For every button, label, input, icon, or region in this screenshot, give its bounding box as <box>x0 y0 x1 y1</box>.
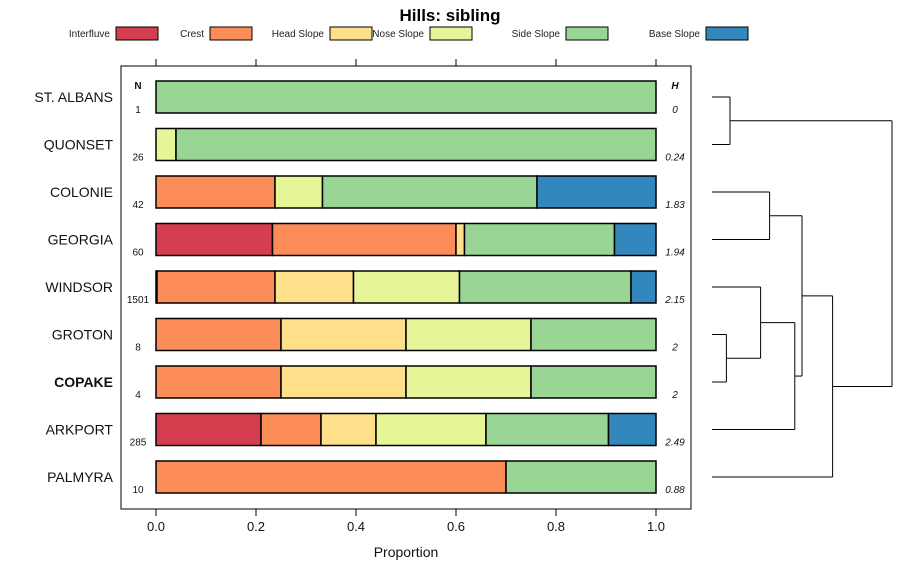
x-tick-label: 0.0 <box>147 519 165 534</box>
legend-swatch <box>565 26 609 41</box>
bar-row: COPAKE 4 2 <box>54 365 678 401</box>
bar-segment-side-slope <box>530 317 657 352</box>
h-value: 2 <box>671 390 678 401</box>
legend-label: Base Slope <box>649 29 701 40</box>
legend-swatch <box>209 26 253 41</box>
bar-segment-crest <box>155 175 276 209</box>
legend-label: Interfluve <box>69 29 111 40</box>
legend-swatch <box>115 26 159 41</box>
h-value: 2.15 <box>664 295 685 306</box>
bar-segment-nose-slope <box>155 127 177 162</box>
bar-segment-side-slope <box>175 127 657 162</box>
bar-segment-base-slope <box>536 175 657 209</box>
n-value: 8 <box>135 343 141 354</box>
bar-segment-side-slope <box>530 365 657 399</box>
bar-row: WINDSOR 1501 2.15 <box>45 270 685 306</box>
n-value: 10 <box>132 485 144 496</box>
legend-swatch <box>329 26 373 41</box>
bar-segment-crest <box>260 412 322 447</box>
bar-segment-side-slope <box>485 412 610 447</box>
row-label: COPAKE <box>54 374 113 390</box>
bar-segment-side-slope <box>463 222 616 257</box>
bar-segment-nose-slope <box>405 317 532 352</box>
bar-row: GEORGIA 60 1.94 <box>48 222 685 259</box>
row-label: PALMYRA <box>47 469 114 485</box>
bar-segment-side-slope <box>155 80 657 114</box>
bar-row: COLONIE 42 1.83 <box>50 175 685 211</box>
n-value: 4 <box>135 390 141 401</box>
h-value: 1.83 <box>665 200 685 211</box>
bar-segment-base-slope <box>630 270 657 304</box>
bar-segment-base-slope <box>607 412 657 447</box>
h-column-header: H <box>671 81 679 92</box>
bar-segment-head-slope <box>455 222 466 257</box>
row-label: GROTON <box>52 327 113 343</box>
n-value: 1 <box>135 105 141 116</box>
bar-row: QUONSET 26 0.24 <box>44 127 685 164</box>
n-value: 285 <box>130 438 147 449</box>
bar-segment-crest <box>155 317 282 352</box>
n-value: 1501 <box>127 295 150 306</box>
row-label: WINDSOR <box>45 279 113 295</box>
dendrogram <box>712 96 893 478</box>
legend-label: Nose Slope <box>372 29 424 40</box>
bar-segment-head-slope <box>320 412 377 447</box>
bar-row: GROTON 8 2 <box>52 317 678 354</box>
bar-segment-nose-slope <box>405 365 532 399</box>
x-axis: 0.0 0.2 0.4 0.6 0.8 1.0 <box>147 59 665 534</box>
bar-row: ARKPORT 285 2.49 <box>46 412 685 449</box>
legend-label: Side Slope <box>512 29 561 40</box>
x-axis-title: Proportion <box>374 544 439 560</box>
bar-segment-side-slope <box>505 460 657 494</box>
legend-swatch <box>429 26 473 41</box>
legend-label: Crest <box>180 29 204 40</box>
h-value: 0 <box>672 105 678 116</box>
bar-segment-crest <box>155 460 507 494</box>
n-value: 42 <box>132 200 144 211</box>
bar-segment-head-slope <box>280 317 407 352</box>
row-label: QUONSET <box>44 137 114 153</box>
bar-segment-nose-slope <box>375 412 487 447</box>
row-label: COLONIE <box>50 184 113 200</box>
bar-segment-head-slope <box>280 365 407 399</box>
row-label: ARKPORT <box>46 422 114 438</box>
bar-segment-nose-slope <box>352 270 461 304</box>
h-value: 2 <box>671 343 678 354</box>
bar-segment-interfluve <box>155 412 262 447</box>
legend: Interfluve Crest Head Slope Nose Slope Side … <box>69 26 749 41</box>
bar-segment-crest <box>155 365 282 399</box>
x-tick-label: 0.6 <box>447 519 465 534</box>
bar-row: PALMYRA 10 0.88 <box>47 460 685 496</box>
h-value: 1.94 <box>665 248 685 259</box>
plot-frame <box>120 65 692 510</box>
h-value: 0.88 <box>665 485 685 496</box>
n-value: 26 <box>132 153 144 164</box>
bar-segment-base-slope <box>613 222 657 257</box>
legend-label: Head Slope <box>272 29 325 40</box>
h-value: 2.49 <box>664 438 685 449</box>
bar-segment-crest <box>271 222 457 257</box>
bar-row: ST. ALBANS 1 0 <box>34 80 678 116</box>
legend-swatch <box>705 26 749 41</box>
bar-segment-side-slope <box>321 175 538 209</box>
row-label: GEORGIA <box>48 232 114 248</box>
bar-segment-nose-slope <box>274 175 324 209</box>
h-value: 0.24 <box>665 153 685 164</box>
row-label: ST. ALBANS <box>34 89 113 105</box>
chart-title: Hills: sibling <box>399 6 500 25</box>
n-column-header: N <box>134 81 141 92</box>
bar-segment-side-slope <box>458 270 632 304</box>
x-tick-label: 0.8 <box>547 519 565 534</box>
x-tick-label: 0.2 <box>247 519 265 534</box>
bar-segment-crest <box>156 270 276 304</box>
x-tick-label: 1.0 <box>647 519 665 534</box>
n-value: 60 <box>132 248 144 259</box>
bar-segment-interfluve <box>155 222 274 257</box>
bar-segment-head-slope <box>274 270 355 304</box>
x-tick-label: 0.4 <box>347 519 365 534</box>
